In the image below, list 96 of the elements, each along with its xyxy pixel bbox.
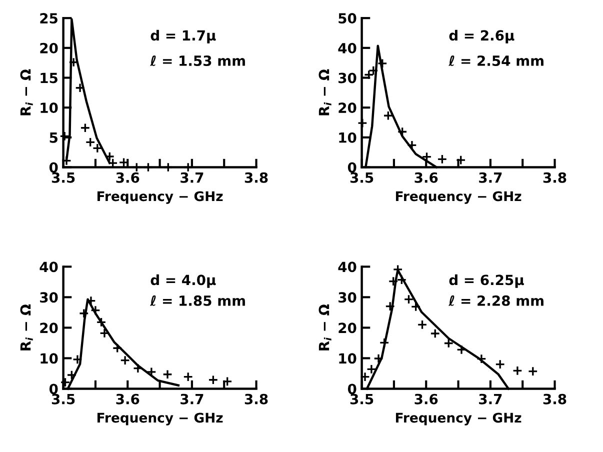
- y-tick-label: 0: [348, 162, 356, 173]
- point: [162, 369, 173, 380]
- point: [366, 364, 376, 374]
- point: [444, 338, 454, 348]
- x-tick-label: 3.5: [52, 394, 75, 404]
- y-tick-label: 50: [338, 13, 356, 24]
- point: [183, 372, 194, 382]
- point: [78, 308, 89, 318]
- y-tick-label: 20: [338, 322, 356, 334]
- x-tick-label: 3.8: [543, 172, 566, 183]
- x-tick-label: 3.8: [244, 394, 268, 404]
- annotation: ℓ = 1.85 mm: [150, 295, 245, 306]
- y-axis-title: R$_{i}$ − Ω: [318, 304, 332, 350]
- point: [476, 354, 486, 364]
- point: [385, 301, 396, 312]
- x-tick-label: 3.6: [116, 172, 140, 183]
- y-axis-title: R$_{i}$ − Ω: [20, 304, 33, 350]
- point: [512, 366, 522, 376]
- point: [437, 154, 448, 164]
- point: [112, 343, 122, 354]
- y-tick-label: 30: [40, 292, 58, 303]
- x-tick-label: 3.5: [350, 394, 374, 404]
- y-tick-label: 0: [49, 162, 58, 173]
- point: [422, 152, 432, 162]
- point: [410, 302, 421, 312]
- x-tick-label: 3.6: [414, 394, 438, 404]
- y-tick-label: 20: [338, 102, 356, 114]
- y-axis-title: R$_{i}$ − Ω: [318, 69, 332, 116]
- point: [92, 143, 102, 154]
- x-tick-label: 3.8: [244, 172, 268, 183]
- y-tick-label: 30: [338, 72, 356, 84]
- y-axis-title: R$_{i}$ − Ω: [20, 69, 33, 116]
- x-axis-title: Frequency − GHz: [97, 191, 223, 204]
- point: [383, 110, 394, 121]
- y-tick-label: 30: [338, 292, 356, 303]
- x-tick-label: 3.7: [479, 394, 502, 404]
- annotation: d = 4.0μ: [150, 274, 216, 288]
- point: [357, 118, 368, 128]
- x-tick-label: 3.6: [414, 172, 438, 183]
- point: [360, 372, 370, 382]
- y-tick-label: 40: [338, 42, 356, 54]
- annotation: ℓ = 2.28 mm: [448, 295, 544, 306]
- y-tick-label: 10: [40, 353, 58, 364]
- y-tick-label: 10: [339, 353, 356, 364]
- point: [495, 359, 506, 370]
- x-tick-label: 3.5: [350, 172, 374, 183]
- x-tick-label: 3.7: [180, 172, 204, 183]
- point: [377, 58, 388, 68]
- point: [396, 274, 407, 285]
- point: [132, 363, 143, 374]
- y-tick-label: 25: [40, 13, 58, 24]
- y-tick-label: 5: [50, 132, 58, 143]
- annotation: ℓ = 2.54 mm: [448, 56, 544, 66]
- annotation: d = 2.6μ: [449, 30, 514, 44]
- x-tick-label: 3.6: [116, 394, 140, 404]
- x-axis-title: Frequency − GHz: [396, 191, 522, 204]
- point: [388, 276, 398, 286]
- point: [96, 317, 106, 328]
- y-tick-label: 0: [348, 384, 356, 394]
- y-tick-label: 20: [40, 42, 58, 54]
- y-tick-label: 40: [40, 262, 58, 272]
- point: [456, 344, 466, 355]
- annotation: ℓ = 1.53 mm: [150, 56, 245, 66]
- point: [417, 320, 428, 330]
- point: [90, 305, 100, 316]
- y-tick-label: 0: [49, 384, 58, 394]
- point: [208, 374, 218, 385]
- x-axis-title: Frequency − GHz: [396, 412, 522, 426]
- y-tick-label: 10: [339, 132, 356, 143]
- point: [104, 152, 115, 162]
- x-tick-label: 3.7: [180, 394, 204, 404]
- y-tick-label: 20: [40, 322, 58, 334]
- point: [430, 328, 440, 338]
- x-tick-label: 3.8: [543, 394, 566, 404]
- annotation: d = 6.25μ: [449, 274, 524, 288]
- point: [528, 366, 538, 376]
- annotation: d = 1.7μ: [150, 30, 216, 44]
- point: [222, 376, 232, 386]
- point: [66, 370, 77, 380]
- point: [85, 137, 96, 148]
- point: [404, 294, 414, 304]
- y-tick-label: 15: [40, 72, 58, 84]
- y-tick-label: 40: [338, 262, 356, 272]
- x-tick-label: 3.5: [52, 172, 75, 183]
- point: [456, 155, 466, 166]
- point: [80, 122, 90, 133]
- x-tick-label: 3.7: [479, 172, 502, 183]
- point: [397, 126, 408, 137]
- point: [60, 131, 70, 142]
- x-axis-title: Frequency − GHz: [97, 412, 223, 426]
- point: [392, 264, 403, 274]
- point: [120, 355, 130, 366]
- y-tick-label: 10: [40, 102, 58, 114]
- point: [75, 82, 86, 93]
- point: [379, 338, 390, 348]
- point: [374, 354, 384, 364]
